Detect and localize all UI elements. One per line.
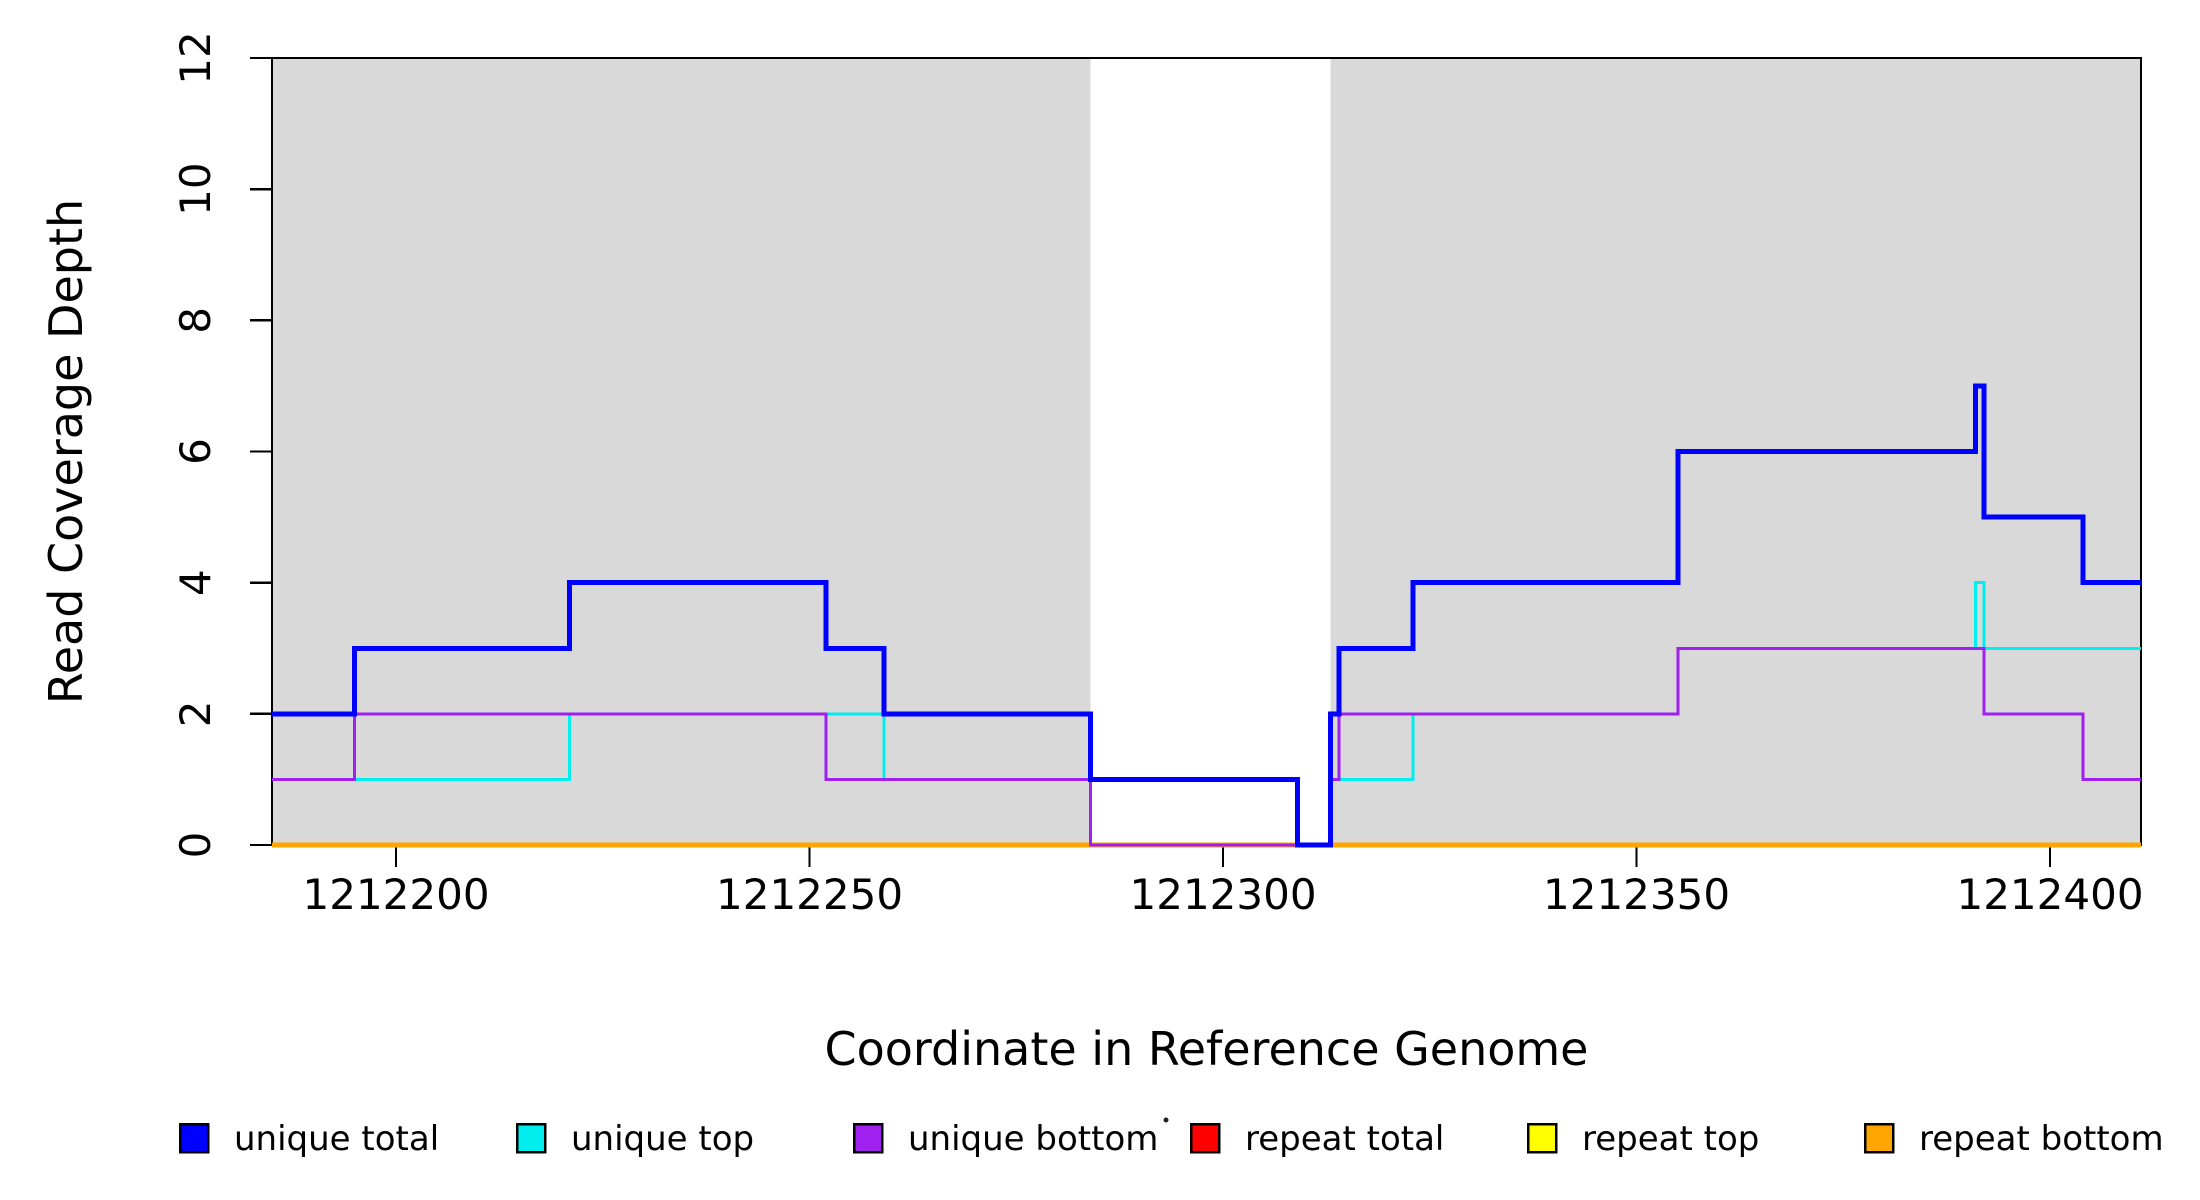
series-line-unique-bottom <box>272 646 2141 847</box>
legend-swatch-unique-top <box>515 1122 547 1154</box>
y-tick-label: 12 <box>171 31 220 84</box>
series-line-unique-top <box>272 581 2141 847</box>
gray-region-left <box>272 58 1091 845</box>
y-tick-label: 0 <box>171 832 220 859</box>
y-axis-title: Read Coverage Depth <box>39 199 93 704</box>
y-tick-label: 4 <box>171 569 220 596</box>
y-tick-label: 10 <box>171 162 220 215</box>
x-tick-label: 1212400 <box>1956 870 2143 919</box>
stray-dot <box>1163 1117 1169 1123</box>
legend-label-repeat-bottom: repeat bottom <box>1919 1119 2164 1159</box>
legend-label-unique-top: unique top <box>571 1119 754 1159</box>
legend-label-unique-bottom: unique bottom <box>908 1119 1158 1159</box>
y-tick-label: 8 <box>171 307 220 334</box>
legend-label-repeat-top: repeat top <box>1582 1119 1759 1159</box>
legend-swatch-unique-total <box>178 1122 210 1154</box>
legend-label-unique-total: unique total <box>234 1119 439 1159</box>
legend-swatch-repeat-total <box>1189 1122 1221 1154</box>
legend-label-repeat-total: repeat total <box>1245 1119 1444 1159</box>
series-line-unique-total <box>272 383 2141 848</box>
x-tick-label: 1212200 <box>303 870 490 919</box>
x-axis-title: Coordinate in Reference Genome <box>825 1022 1589 1076</box>
x-tick-label: 1212300 <box>1130 870 1317 919</box>
x-tick-label: 1212350 <box>1543 870 1730 919</box>
legend-swatch-repeat-top <box>1526 1122 1558 1154</box>
y-tick-label: 6 <box>171 438 220 465</box>
legend-swatch-unique-bottom <box>852 1122 884 1154</box>
y-tick-label: 2 <box>171 700 220 727</box>
x-tick-label: 1212250 <box>716 870 903 919</box>
legend-swatch-repeat-bottom <box>1863 1122 1895 1154</box>
